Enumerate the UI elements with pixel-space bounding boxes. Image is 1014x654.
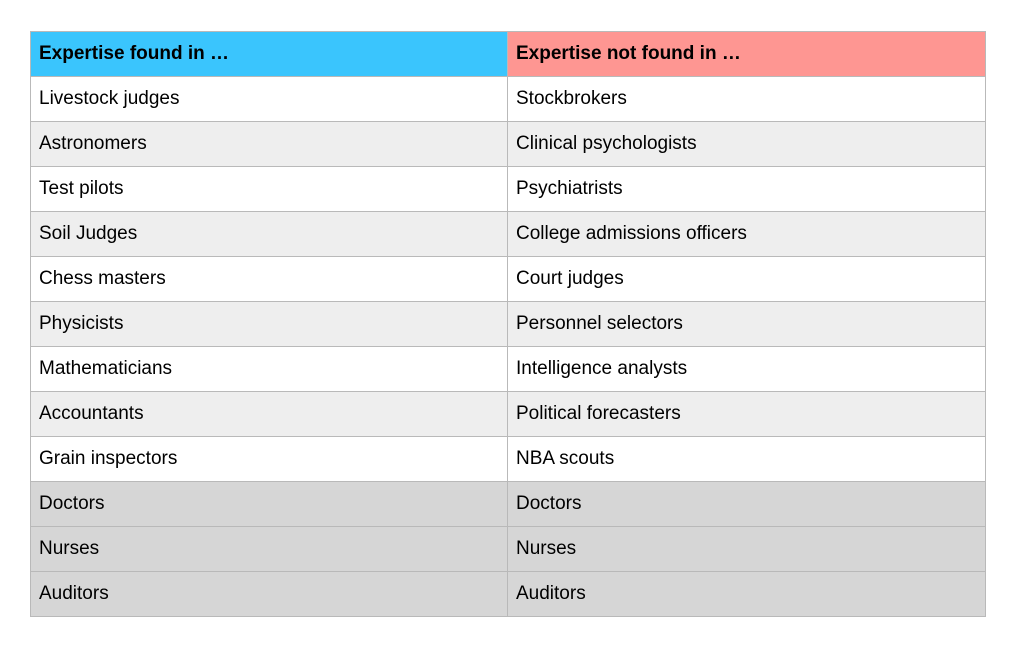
cell-expertise-found: Soil Judges — [31, 212, 508, 257]
cell-expertise-not-found: College admissions officers — [508, 212, 986, 257]
cell-expertise-found: Astronomers — [31, 122, 508, 167]
table-row: Test pilots Psychiatrists — [31, 167, 986, 212]
table-row: Chess masters Court judges — [31, 257, 986, 302]
cell-expertise-not-found: Court judges — [508, 257, 986, 302]
table-row: Astronomers Clinical psychologists — [31, 122, 986, 167]
table-row: Physicists Personnel selectors — [31, 302, 986, 347]
cell-expertise-not-found: Psychiatrists — [508, 167, 986, 212]
cell-expertise-not-found: Doctors — [508, 482, 986, 527]
cell-expertise-found: Nurses — [31, 527, 508, 572]
table-row: Auditors Auditors — [31, 572, 986, 617]
expertise-table: Expertise found in … Expertise not found… — [30, 31, 986, 617]
table-row: Grain inspectors NBA scouts — [31, 437, 986, 482]
cell-expertise-not-found: Intelligence analysts — [508, 347, 986, 392]
cell-expertise-not-found: Personnel selectors — [508, 302, 986, 347]
cell-expertise-found: Doctors — [31, 482, 508, 527]
cell-expertise-found: Accountants — [31, 392, 508, 437]
cell-expertise-found: Livestock judges — [31, 77, 508, 122]
cell-expertise-found: Grain inspectors — [31, 437, 508, 482]
table-row: Soil Judges College admissions officers — [31, 212, 986, 257]
cell-expertise-not-found: Nurses — [508, 527, 986, 572]
table-row: Accountants Political forecasters — [31, 392, 986, 437]
cell-expertise-found: Chess masters — [31, 257, 508, 302]
cell-expertise-not-found: Stockbrokers — [508, 77, 986, 122]
cell-expertise-not-found: Political forecasters — [508, 392, 986, 437]
header-expertise-found: Expertise found in … — [31, 32, 508, 77]
cell-expertise-not-found: NBA scouts — [508, 437, 986, 482]
table-row: Doctors Doctors — [31, 482, 986, 527]
header-expertise-not-found: Expertise not found in … — [508, 32, 986, 77]
cell-expertise-found: Auditors — [31, 572, 508, 617]
cell-expertise-not-found: Auditors — [508, 572, 986, 617]
cell-expertise-found: Physicists — [31, 302, 508, 347]
table-row: Mathematicians Intelligence analysts — [31, 347, 986, 392]
table-row: Livestock judges Stockbrokers — [31, 77, 986, 122]
cell-expertise-not-found: Clinical psychologists — [508, 122, 986, 167]
cell-expertise-found: Mathematicians — [31, 347, 508, 392]
table-row: Nurses Nurses — [31, 527, 986, 572]
table-body: Livestock judges Stockbrokers Astronomers C… — [31, 77, 986, 617]
table-header-row: Expertise found in … Expertise not found… — [31, 32, 986, 77]
cell-expertise-found: Test pilots — [31, 167, 508, 212]
